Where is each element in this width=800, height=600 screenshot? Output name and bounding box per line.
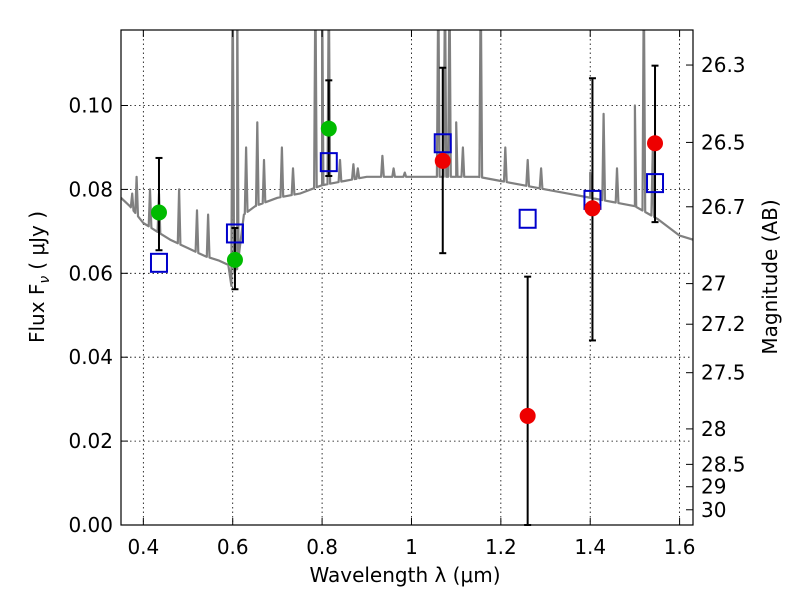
observed-point (647, 135, 664, 152)
observed-point (584, 200, 601, 217)
x-tick-label: 0.6 (217, 535, 249, 559)
mag-tick-label: 28.5 (701, 452, 746, 476)
plot-frame (120, 29, 694, 526)
observed-point (434, 152, 451, 169)
grid (121, 30, 693, 526)
model-square-marker (646, 173, 665, 194)
y-tick-label: 0.04 (68, 345, 113, 369)
y-tick-label: 0.02 (68, 429, 113, 453)
plot-background (121, 30, 693, 525)
mag-tick-label: 26.7 (701, 195, 746, 219)
mag-tick-label: 28 (701, 417, 726, 441)
y-tick-label: 0.08 (68, 177, 113, 201)
y-tick-label: 0.06 (68, 261, 113, 285)
y-axis-label-main: Flux F (25, 284, 49, 343)
model-square-marker (225, 223, 244, 244)
x-tick-label: 1.6 (664, 535, 696, 559)
spectrum-line (121, 30, 693, 287)
x-axis-label: Wavelength λ (μm) (309, 563, 500, 587)
model-square-marker (433, 133, 452, 154)
y-axis-label: Flux Fν ( μJy ) (25, 211, 53, 343)
x-tick-label: 1.4 (574, 535, 606, 559)
model-square-marker (518, 208, 537, 229)
y-axis-label-sub: ν (37, 276, 53, 284)
ticks: 0.4 0.6 0.8 1 1.2 1.4 1.6 0.00 0.02 0.04 0.06 0.08 0… (68, 30, 746, 559)
y-tick-label: 0.00 (68, 513, 113, 537)
mag-tick-label: 29 (701, 475, 726, 499)
x-tick-label: 0.8 (306, 535, 338, 559)
model-square-marker (319, 152, 338, 173)
observed-point (320, 120, 337, 137)
y-axis-label-unit: ( μJy ) (25, 211, 49, 270)
data-layer (121, 30, 693, 287)
mag-tick-label: 27.2 (701, 312, 746, 336)
x-tick-label: 0.4 (127, 535, 159, 559)
mag-tick-label: 27 (701, 272, 726, 296)
mag-tick-label: 30 (701, 498, 726, 522)
x-tick-label: 1.2 (485, 535, 517, 559)
markers (149, 120, 665, 424)
x-tick-label: 1 (405, 535, 418, 559)
observed-point (226, 251, 243, 268)
mag-tick-label: 27.5 (701, 361, 746, 385)
mag-tick-label: 26.5 (701, 130, 746, 154)
y2-axis-label: Magnitude (AB) (758, 199, 782, 354)
observed-point (150, 204, 167, 221)
model-square-marker (149, 252, 168, 273)
y-tick-label: 0.10 (68, 94, 113, 118)
mag-tick-label: 26.3 (701, 53, 746, 77)
observed-point (519, 407, 536, 424)
